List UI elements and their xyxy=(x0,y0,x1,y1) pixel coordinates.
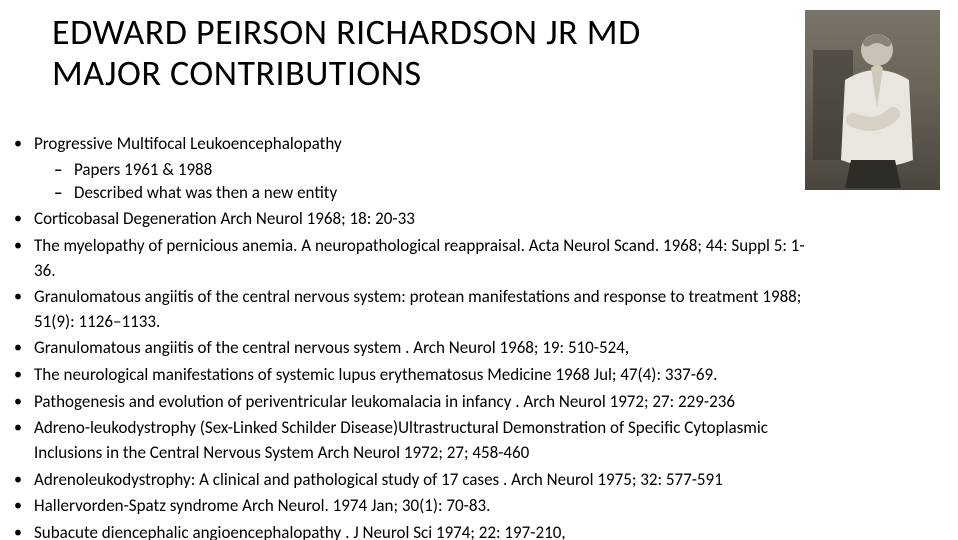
title-line-2: MAJOR CONTRIBUTIONS xyxy=(52,53,812,94)
list-item: Progressive Multifocal Leukoencephalopat… xyxy=(10,132,808,205)
list-item: Adrenoleukodystrophy: A clinical and pat… xyxy=(10,468,808,493)
list-item: Papers 1961 & 1988 xyxy=(52,158,808,182)
bullet-text: Adreno-leukodystrophy (Sex-Linked Schild… xyxy=(34,417,768,463)
bullet-text: Papers 1961 & 1988 xyxy=(74,159,212,180)
list-item: Described what was then a new entity xyxy=(52,181,808,205)
list-item: Hallervorden-Spatz syndrome Arch Neurol.… xyxy=(10,494,808,519)
bullet-text: Subacute diencephalic angioencephalopath… xyxy=(34,522,566,540)
list-item: Granulomatous angiitis of the central ne… xyxy=(10,285,808,334)
bullet-list: Progressive Multifocal Leukoencephalopat… xyxy=(10,132,808,540)
list-item: Corticobasal Degeneration Arch Neurol 19… xyxy=(10,207,808,232)
title-block: EDWARD PEIRSON RICHARDSON JR MD MAJOR CO… xyxy=(52,12,812,95)
title-line-1: EDWARD PEIRSON RICHARDSON JR MD xyxy=(52,12,812,53)
sub-bullet-list: Papers 1961 & 1988 Described what was th… xyxy=(52,158,808,206)
list-item: The neurological manifestations of syste… xyxy=(10,363,808,388)
bullet-text: The neurological manifestations of syste… xyxy=(34,364,717,385)
portrait-photo xyxy=(805,10,940,190)
bullet-text: Progressive Multifocal Leukoencephalopat… xyxy=(34,133,342,154)
list-item: Granulomatous angiitis of the central ne… xyxy=(10,336,808,361)
bullet-text: Hallervorden-Spatz syndrome Arch Neurol.… xyxy=(34,495,490,516)
bullet-text: Corticobasal Degeneration Arch Neurol 19… xyxy=(34,208,415,229)
bullet-text: The myelopathy of pernicious anemia. A n… xyxy=(34,235,805,281)
bullet-text: Adrenoleukodystrophy: A clinical and pat… xyxy=(34,469,723,490)
bullet-text: Granulomatous angiitis of the central ne… xyxy=(34,337,629,358)
bullet-text: Pathogenesis and evolution of periventri… xyxy=(34,391,735,412)
bullet-text: Described what was then a new entity xyxy=(74,182,337,203)
list-item: Subacute diencephalic angioencephalopath… xyxy=(10,521,808,540)
slide: EDWARD PEIRSON RICHARDSON JR MD MAJOR CO… xyxy=(0,0,958,540)
bullet-text: Granulomatous angiitis of the central ne… xyxy=(34,286,801,332)
list-item: Adreno-leukodystrophy (Sex-Linked Schild… xyxy=(10,416,808,465)
list-item: The myelopathy of pernicious anemia. A n… xyxy=(10,234,808,283)
content-area: Progressive Multifocal Leukoencephalopat… xyxy=(10,132,808,540)
portrait-placeholder-icon xyxy=(805,10,940,190)
list-item: Pathogenesis and evolution of periventri… xyxy=(10,390,808,415)
